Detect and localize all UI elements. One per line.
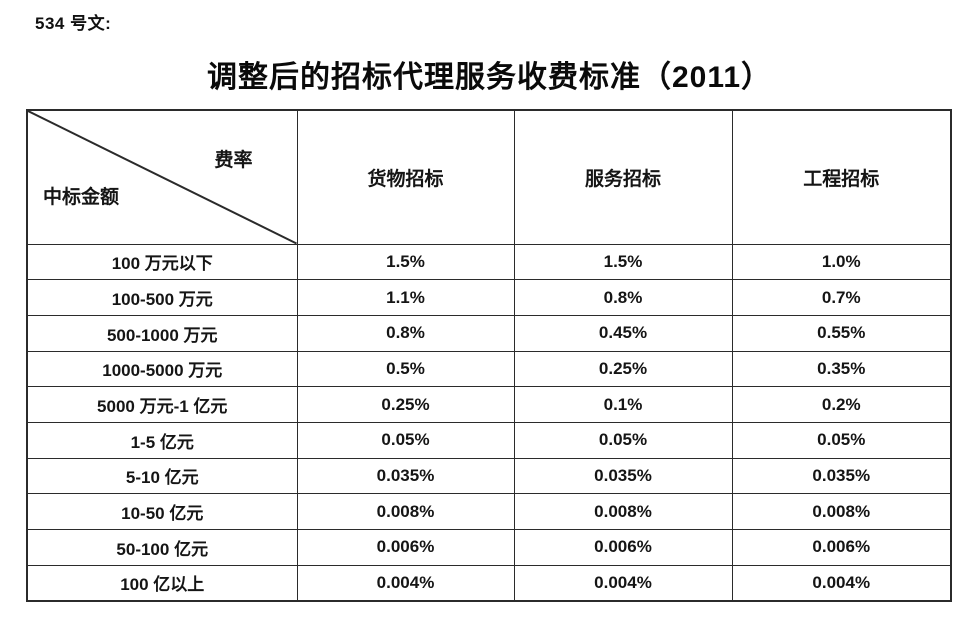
engineering-rate-cell: 1.0% xyxy=(731,243,952,281)
table-row: 50-100 亿元 0.006% 0.006% 0.006% xyxy=(26,529,952,566)
service-rate-cell: 0.035% xyxy=(513,457,733,495)
amount-cell: 5000 万元-1 亿元 xyxy=(26,386,298,423)
table-row: 100-500 万元 1.1% 0.8% 0.7% xyxy=(26,279,952,316)
goods-rate-cell: 1.1% xyxy=(296,279,515,316)
amount-cell: 500-1000 万元 xyxy=(26,314,298,352)
diagonal-line xyxy=(28,111,297,244)
engineering-rate-cell: 0.2% xyxy=(731,386,952,423)
service-rate-cell: 1.5% xyxy=(513,243,733,281)
engineering-rate-cell: 0.7% xyxy=(731,279,952,316)
goods-rate-cell: 0.008% xyxy=(296,493,515,530)
engineering-rate-cell: 0.006% xyxy=(731,529,952,566)
col-header-goods: 货物招标 xyxy=(296,109,515,245)
service-rate-cell: 0.006% xyxy=(513,529,733,566)
table-row: 1-5 亿元 0.05% 0.05% 0.05% xyxy=(26,421,952,459)
goods-rate-cell: 0.004% xyxy=(296,564,515,602)
engineering-rate-cell: 0.035% xyxy=(731,457,952,495)
service-rate-cell: 0.004% xyxy=(513,564,733,602)
doc-number-label: 534 号文: xyxy=(35,14,112,33)
service-rate-cell: 0.45% xyxy=(513,314,733,352)
table-row: 500-1000 万元 0.8% 0.45% 0.55% xyxy=(26,314,952,352)
goods-rate-cell: 1.5% xyxy=(296,243,515,281)
table-row: 5-10 亿元 0.035% 0.035% 0.035% xyxy=(26,457,952,495)
goods-rate-cell: 0.5% xyxy=(296,350,515,388)
corner-cell: 费率 中标金额 xyxy=(26,109,298,245)
page-title: 调整后的招标代理服务收费标准（2011） xyxy=(206,61,773,94)
goods-rate-cell: 0.006% xyxy=(296,529,515,566)
table-row: 10-50 亿元 0.008% 0.008% 0.008% xyxy=(26,493,952,530)
service-rate-cell: 0.1% xyxy=(513,386,733,423)
goods-rate-cell: 0.05% xyxy=(296,421,515,459)
header-row: 费率 中标金额 货物招标 服务招标 工程招标 xyxy=(26,109,952,245)
amount-cell: 100 万元以下 xyxy=(26,243,298,281)
engineering-rate-cell: 0.004% xyxy=(731,564,952,602)
table-row: 5000 万元-1 亿元 0.25% 0.1% 0.2% xyxy=(26,386,952,423)
table-row: 100 亿以上 0.004% 0.004% 0.004% xyxy=(26,564,952,602)
engineering-rate-cell: 0.35% xyxy=(731,350,952,388)
amount-cell: 10-50 亿元 xyxy=(26,493,298,530)
corner-label-amount: 中标金额 xyxy=(43,187,120,208)
engineering-rate-cell: 0.008% xyxy=(731,493,952,530)
goods-rate-cell: 0.035% xyxy=(296,457,515,495)
service-rate-cell: 0.25% xyxy=(513,350,733,388)
amount-cell: 100-500 万元 xyxy=(26,279,298,316)
amount-cell: 5-10 亿元 xyxy=(26,457,298,495)
goods-rate-cell: 0.8% xyxy=(296,314,515,352)
amount-cell: 100 亿以上 xyxy=(26,564,298,602)
service-rate-cell: 0.8% xyxy=(513,279,733,316)
col-header-engineering: 工程招标 xyxy=(731,109,952,245)
service-rate-cell: 0.008% xyxy=(513,493,733,530)
service-rate-cell: 0.05% xyxy=(513,421,733,459)
table-row: 1000-5000 万元 0.5% 0.25% 0.35% xyxy=(26,350,952,388)
amount-cell: 1000-5000 万元 xyxy=(26,350,298,388)
engineering-rate-cell: 0.05% xyxy=(731,421,952,459)
table-row: 100 万元以下 1.5% 1.5% 1.0% xyxy=(26,243,952,281)
col-header-service: 服务招标 xyxy=(513,109,733,245)
goods-rate-cell: 0.25% xyxy=(296,386,515,423)
corner-label-rate: 费率 xyxy=(214,150,253,171)
fee-table: 费率 中标金额 货物招标 服务招标 工程招标 100 万元以下 1.5% 1.5… xyxy=(26,109,952,602)
amount-cell: 1-5 亿元 xyxy=(26,421,298,459)
amount-cell: 50-100 亿元 xyxy=(26,529,298,566)
engineering-rate-cell: 0.55% xyxy=(731,314,952,352)
